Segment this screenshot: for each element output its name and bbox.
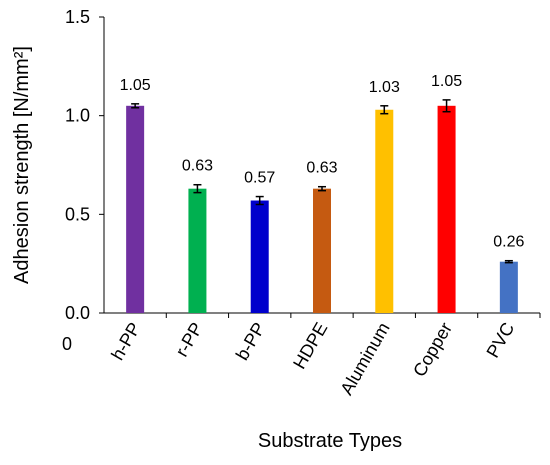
y-tick-label: 1.5 — [65, 7, 90, 27]
data-label: 0.57 — [244, 170, 275, 187]
y-tick-label: 0.0 — [65, 303, 90, 323]
bar-copper — [437, 105, 456, 313]
category-label: Aluminum — [336, 319, 393, 398]
category-label: r-PP — [172, 319, 207, 360]
bar-pvc — [499, 261, 518, 313]
data-label: 1.05 — [120, 77, 151, 94]
data-label: 1.05 — [431, 73, 462, 90]
category-label: h-PP — [107, 319, 144, 364]
category-label: b-PP — [232, 319, 269, 364]
data-label: 0.63 — [182, 158, 213, 175]
y-axis-title: Adhesion strength [N/mm²] — [11, 46, 33, 284]
category-label: PVC — [482, 319, 518, 361]
bar-r-pp — [188, 188, 207, 313]
bar-aluminum — [375, 109, 394, 313]
data-label: 0.26 — [493, 234, 524, 251]
data-label: 1.03 — [369, 79, 400, 96]
bar-b-pp — [250, 200, 269, 313]
x-axis-title: Substrate Types — [258, 430, 402, 452]
bar-h-pp — [126, 105, 145, 313]
bar-hdpe — [313, 188, 331, 313]
data-label: 0.63 — [306, 160, 337, 177]
category-label: Copper — [409, 319, 456, 380]
plot-area: 0.0 0.5 1.0 1.5 1.05 h-PP 0.63 r-PP 0.57 b-PP 0.63… — [65, 7, 541, 398]
y-tick-label: 0.5 — [65, 204, 90, 224]
y-tick-label: 1.0 — [65, 106, 90, 126]
y-origin-label: 0 — [62, 334, 72, 354]
category-label: HDPE — [289, 319, 331, 372]
